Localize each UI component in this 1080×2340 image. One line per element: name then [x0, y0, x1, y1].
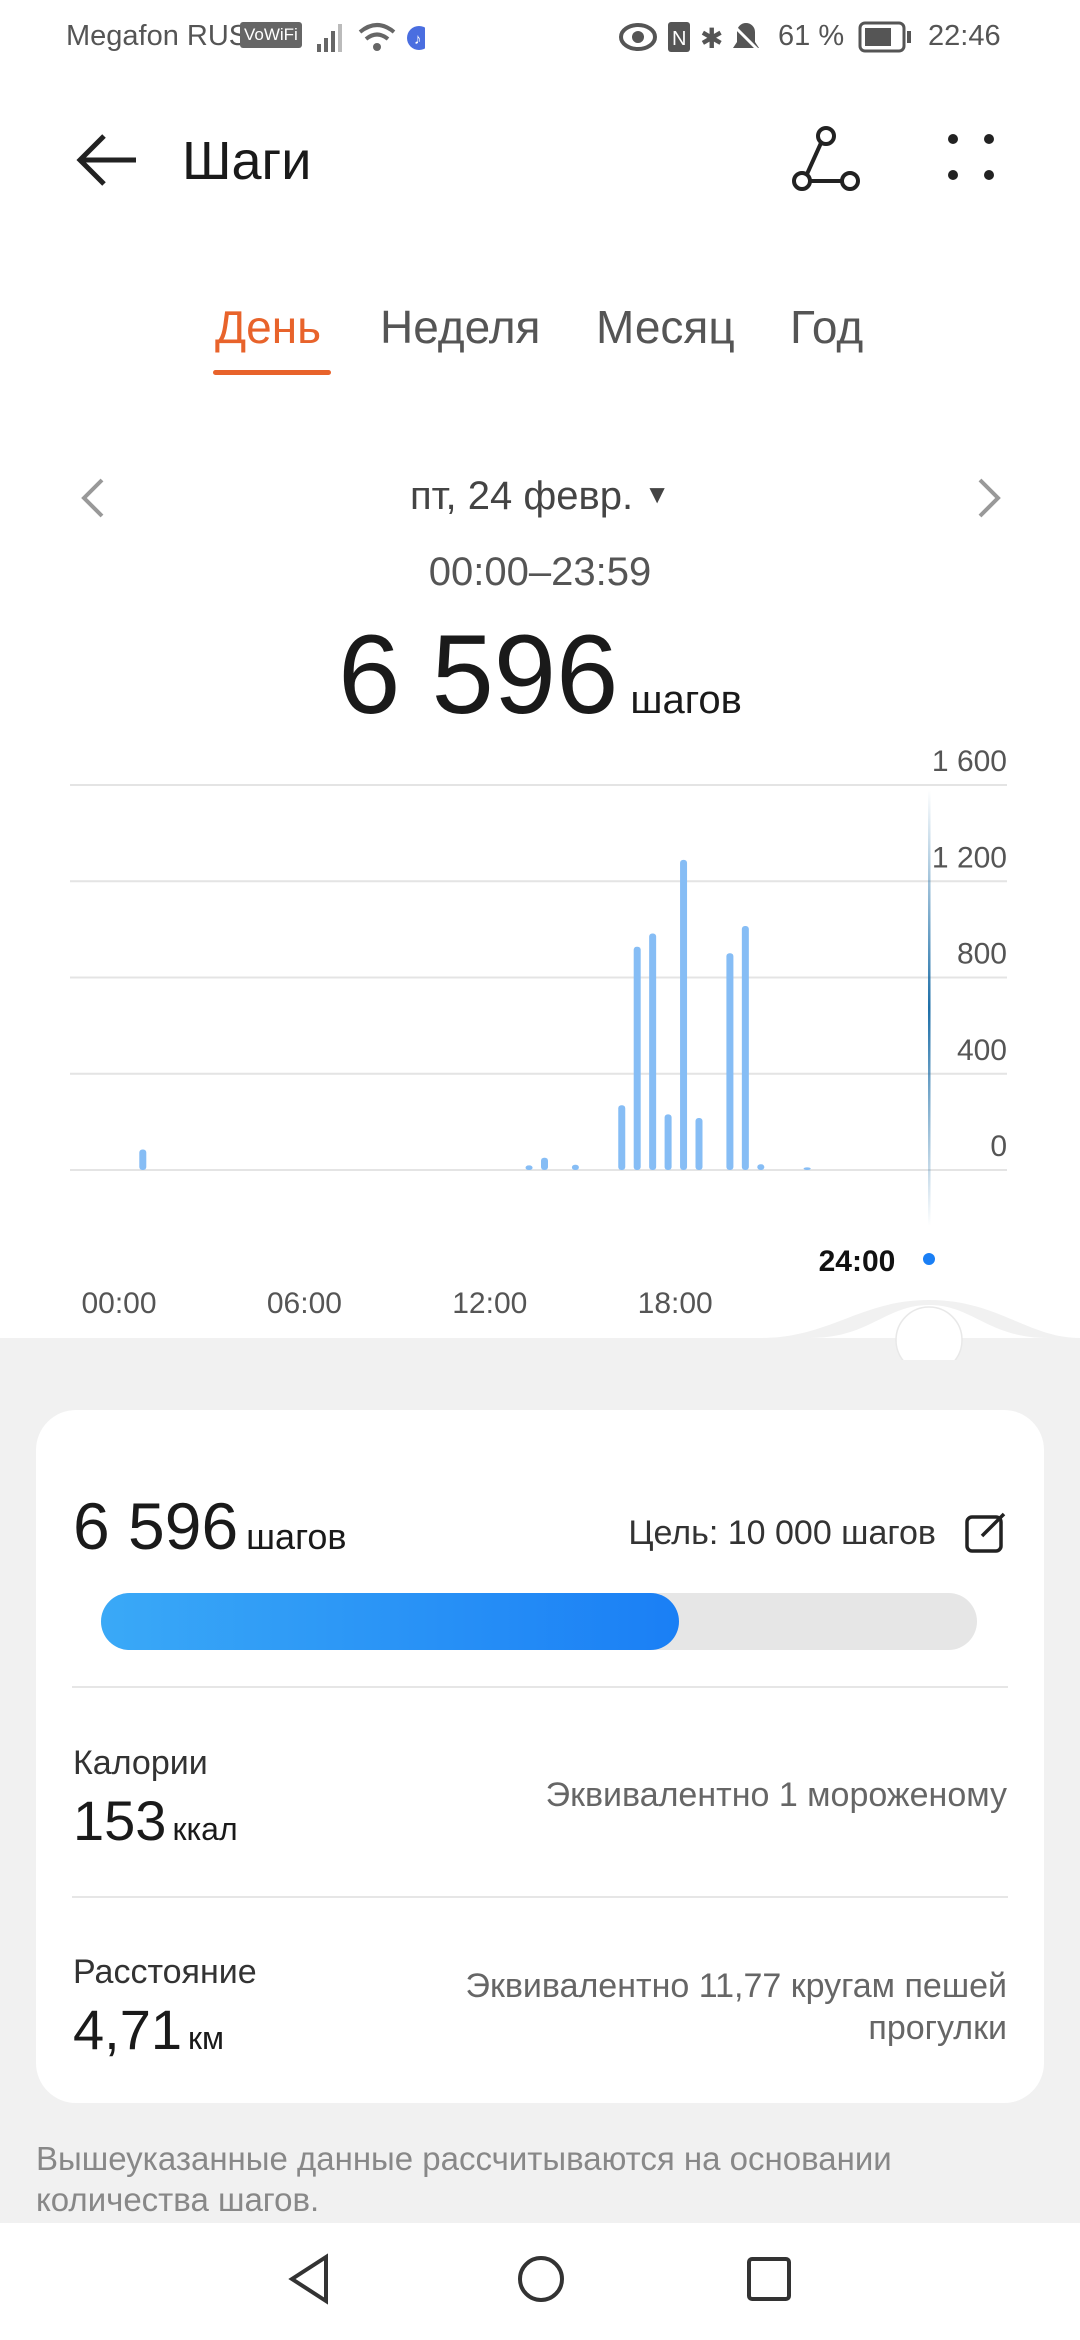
distance-equivalent-line1: Эквивалентно 11,77 кругам пешей — [465, 1967, 1007, 2005]
steps-chart[interactable]: 1 600 1 200 800 400 0 24:00 00:00 06:00 12:00 18:… — [0, 740, 1080, 1360]
distance-equivalent: Эквивалентно 11,77 кругам пешей прогулки — [466, 1965, 1007, 2049]
time-slider-handle[interactable] — [895, 1306, 963, 1360]
chart-bar — [139, 1149, 147, 1170]
chart-bar — [803, 1167, 811, 1170]
distance-equivalent-line2: прогулки — [868, 2009, 1007, 2047]
chart-bar — [541, 1157, 548, 1170]
dropdown-icon: ▼ — [644, 479, 670, 509]
date-label: пт, 24 февр. — [409, 474, 634, 518]
total-steps-unit: шагов — [630, 678, 742, 722]
y-tick-label: 0 — [990, 1130, 1007, 1163]
total-steps: 6 596 шагов — [0, 610, 1080, 739]
footnote: Вышеуказанные данные рассчитываются на о… — [36, 2140, 892, 2218]
time-cursor-line — [928, 790, 931, 1226]
battery-icon — [858, 21, 911, 53]
nav-home-icon[interactable] — [516, 2254, 566, 2304]
total-steps-value: 6 596 — [338, 612, 619, 737]
nav-back-icon[interactable] — [286, 2253, 332, 2305]
x-tick-label: 06:00 — [267, 1287, 342, 1320]
chart-bar — [649, 933, 657, 1170]
calories-equivalent: Эквивалентно 1 мороженому — [545, 1776, 1007, 1814]
chart-bar — [680, 859, 688, 1170]
carrier: Megafon RUS — [66, 20, 249, 52]
divider — [72, 1686, 1008, 1688]
chart-bar — [757, 1164, 765, 1170]
y-tick-label: 1 200 — [932, 841, 1007, 874]
time-range: 00:00–23:59 — [428, 550, 652, 594]
page-title: Шаги — [182, 131, 312, 191]
chart-bar — [571, 1164, 579, 1170]
svg-text:N: N — [672, 28, 686, 50]
chart-bottom-edge — [0, 1338, 760, 1360]
battery-percent: 61 % — [778, 20, 845, 52]
back-arrow-icon[interactable] — [74, 130, 140, 190]
signal-wifi-icons: ♪ — [317, 23, 425, 52]
y-tick-label: 1 600 — [932, 745, 1007, 778]
summary-steps-unit: шагов — [246, 1516, 347, 1557]
status-icons: N ✱ — [619, 20, 762, 54]
tab-day-underline — [213, 370, 331, 375]
summary-steps: 6 596 — [73, 1489, 239, 1563]
x-tick-label: 00:00 — [81, 1287, 156, 1320]
calories-label: Калории — [73, 1744, 208, 1782]
tab-year[interactable]: Год — [790, 301, 864, 353]
chart-bar — [695, 1118, 703, 1170]
tab-month[interactable]: Месяц — [596, 301, 735, 353]
y-tick-label: 400 — [957, 1034, 1007, 1067]
edit-goal-icon[interactable] — [964, 1510, 1008, 1554]
chart-bar — [664, 1114, 672, 1170]
chart-bar — [525, 1165, 533, 1170]
x-tick-label: 12:00 — [452, 1287, 527, 1320]
share-route-icon[interactable] — [790, 124, 864, 194]
tab-day[interactable]: День — [215, 301, 322, 353]
svg-text:✱: ✱ — [700, 23, 723, 54]
more-options-icon[interactable] — [946, 132, 996, 182]
divider — [72, 1896, 1008, 1898]
clock: 22:46 — [928, 20, 1001, 52]
tab-week[interactable]: Неделя — [380, 301, 541, 353]
y-tick-label: 800 — [957, 938, 1007, 971]
nav-recents-icon[interactable] — [746, 2256, 792, 2302]
goal-progress-fill — [101, 1593, 679, 1650]
chart-bar — [726, 953, 734, 1170]
svg-text:♪: ♪ — [414, 31, 422, 48]
goal-progress-bar — [101, 1593, 977, 1650]
prev-day-icon[interactable] — [78, 476, 108, 520]
distance-value: 4,71 — [73, 1998, 182, 2061]
chart-bar — [618, 1105, 626, 1170]
cursor-time-label: 24:00 — [819, 1245, 896, 1278]
calories-value: 153 — [73, 1789, 167, 1852]
chart-bar — [741, 926, 749, 1170]
vowifi-badge: VoWiFi — [240, 22, 302, 48]
distance-unit: км — [188, 2020, 224, 2056]
top-panel — [0, 0, 1080, 1338]
chart-bar — [633, 946, 641, 1170]
calories-unit: ккал — [172, 1811, 238, 1847]
time-cursor-dot — [923, 1253, 935, 1265]
next-day-icon[interactable] — [974, 476, 1004, 520]
goal-label: Цель: 10 000 шагов — [628, 1514, 936, 1552]
navigation-bar — [0, 2223, 1080, 2340]
distance-label: Расстояние — [73, 1953, 257, 1991]
summary-card: 6 596 шагов Цель: 10 000 шагов Калории 15… — [36, 1410, 1044, 2103]
x-tick-label: 18:00 — [638, 1287, 713, 1320]
date-selector[interactable]: пт, 24 февр. ▼ — [0, 474, 1080, 519]
